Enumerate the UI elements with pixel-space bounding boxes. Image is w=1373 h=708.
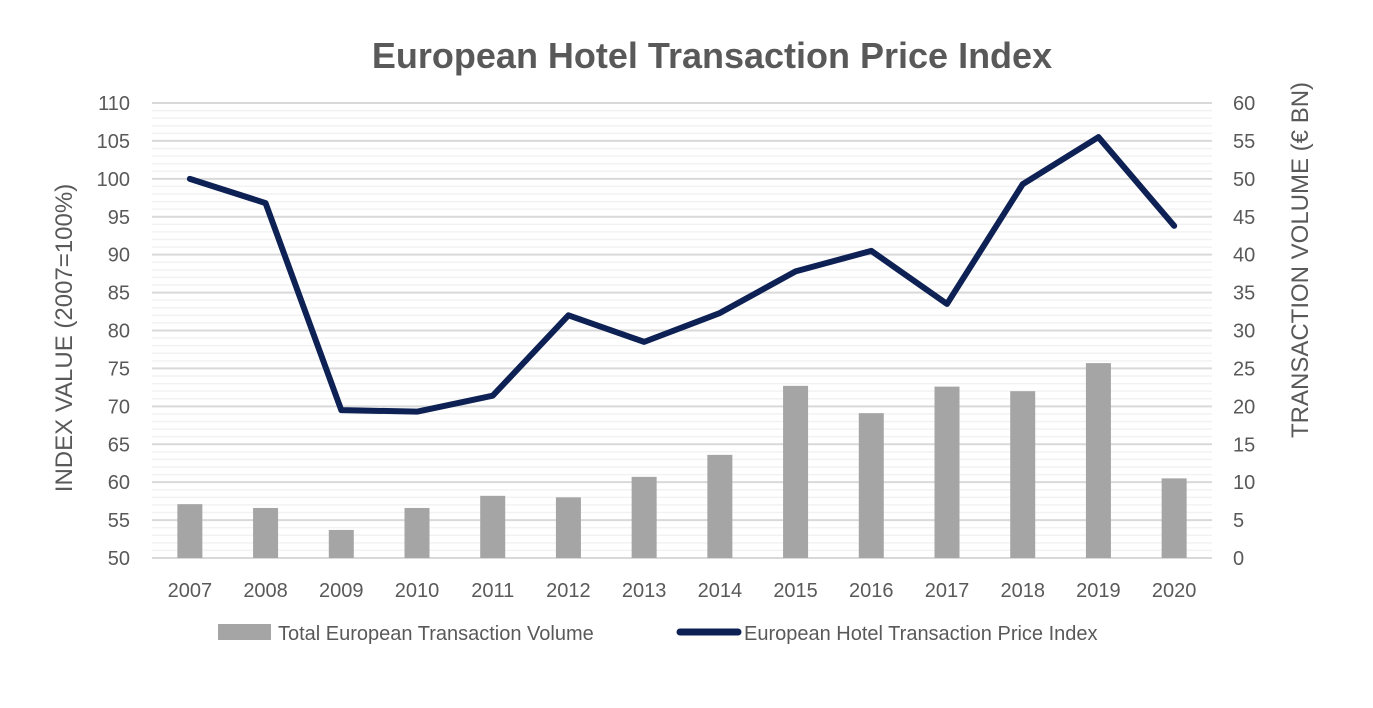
bar <box>707 455 732 558</box>
y-left-tick-label: 110 <box>98 93 130 115</box>
y-left-tick-label: 75 <box>108 358 130 380</box>
legend-label-volume: Total European Transaction Volume <box>278 623 594 645</box>
y-right-tick-label: 15 <box>1233 434 1255 456</box>
x-tick-label: 2009 <box>319 580 364 602</box>
y-left-tick-label: 80 <box>108 321 130 343</box>
y-right-tick-label: 10 <box>1233 472 1255 494</box>
y-left-tick-label: 55 <box>108 510 130 532</box>
chart-title: European Hotel Transaction Price Index <box>372 35 1052 76</box>
x-tick-label: 2013 <box>622 580 667 602</box>
y-left-tick-label: 105 <box>97 131 130 153</box>
legend-swatch-volume <box>218 624 271 640</box>
x-tick-label: 2017 <box>925 580 970 602</box>
x-tick-label: 2018 <box>1000 580 1045 602</box>
x-tick-label: 2007 <box>168 580 213 602</box>
legend-label-index: European Hotel Transaction Price Index <box>744 623 1098 645</box>
y-right-tick-label: 5 <box>1233 510 1244 532</box>
y-left-tick-label: 65 <box>108 434 130 456</box>
y-right-tick-label: 45 <box>1233 207 1255 229</box>
bar <box>1162 478 1187 558</box>
x-tick-label: 2011 <box>471 580 514 602</box>
bar <box>935 387 960 558</box>
x-tick-label: 2008 <box>243 580 288 602</box>
y-right-tick-label: 25 <box>1233 358 1255 380</box>
x-tick-label: 2012 <box>546 580 591 602</box>
bar <box>177 504 202 558</box>
y-left-tick-label: 70 <box>108 396 130 418</box>
y-right-tick-label: 50 <box>1233 169 1255 191</box>
y-right-tick-label: 0 <box>1233 548 1244 570</box>
legend: Total European Transaction Volume Europe… <box>218 623 1098 645</box>
bar <box>253 508 278 558</box>
bar <box>1086 363 1111 558</box>
x-tick-label: 2016 <box>849 580 894 602</box>
y-right-tick-label: 40 <box>1233 245 1255 267</box>
bar <box>556 497 581 558</box>
y-left-tick-label: 95 <box>108 207 130 229</box>
y-left-tick-label: 50 <box>108 548 130 570</box>
y-right-tick-label: 20 <box>1233 396 1255 418</box>
y-left-tick-label: 90 <box>108 245 130 267</box>
x-tick-label: 2010 <box>395 580 440 602</box>
bar <box>480 496 505 558</box>
y-axis-left-label: INDEX VALUE (2007=100%) <box>51 184 78 492</box>
y-right-tick-label: 60 <box>1233 93 1255 115</box>
y-left-tick-label: 85 <box>108 283 130 305</box>
x-tick-label: 2020 <box>1152 580 1197 602</box>
y-left-tick-label: 60 <box>108 472 130 494</box>
x-tick-label: 2019 <box>1076 580 1121 602</box>
bar <box>859 413 884 558</box>
y-right-tick-label: 30 <box>1233 321 1255 343</box>
bar <box>1010 391 1035 558</box>
bar-series <box>177 363 1186 558</box>
bar <box>632 477 657 558</box>
y-axis-right-label: TRANSACTION VOLUME (€ BN) <box>1287 82 1314 438</box>
bar <box>783 386 808 558</box>
x-tick-label: 2014 <box>698 580 743 602</box>
y-left-tick-label: 100 <box>97 169 130 191</box>
x-tick-label: 2015 <box>773 580 818 602</box>
bar <box>405 508 430 558</box>
y-right-tick-label: 55 <box>1233 131 1255 153</box>
bar <box>329 530 354 558</box>
y-right-tick-label: 35 <box>1233 283 1255 305</box>
